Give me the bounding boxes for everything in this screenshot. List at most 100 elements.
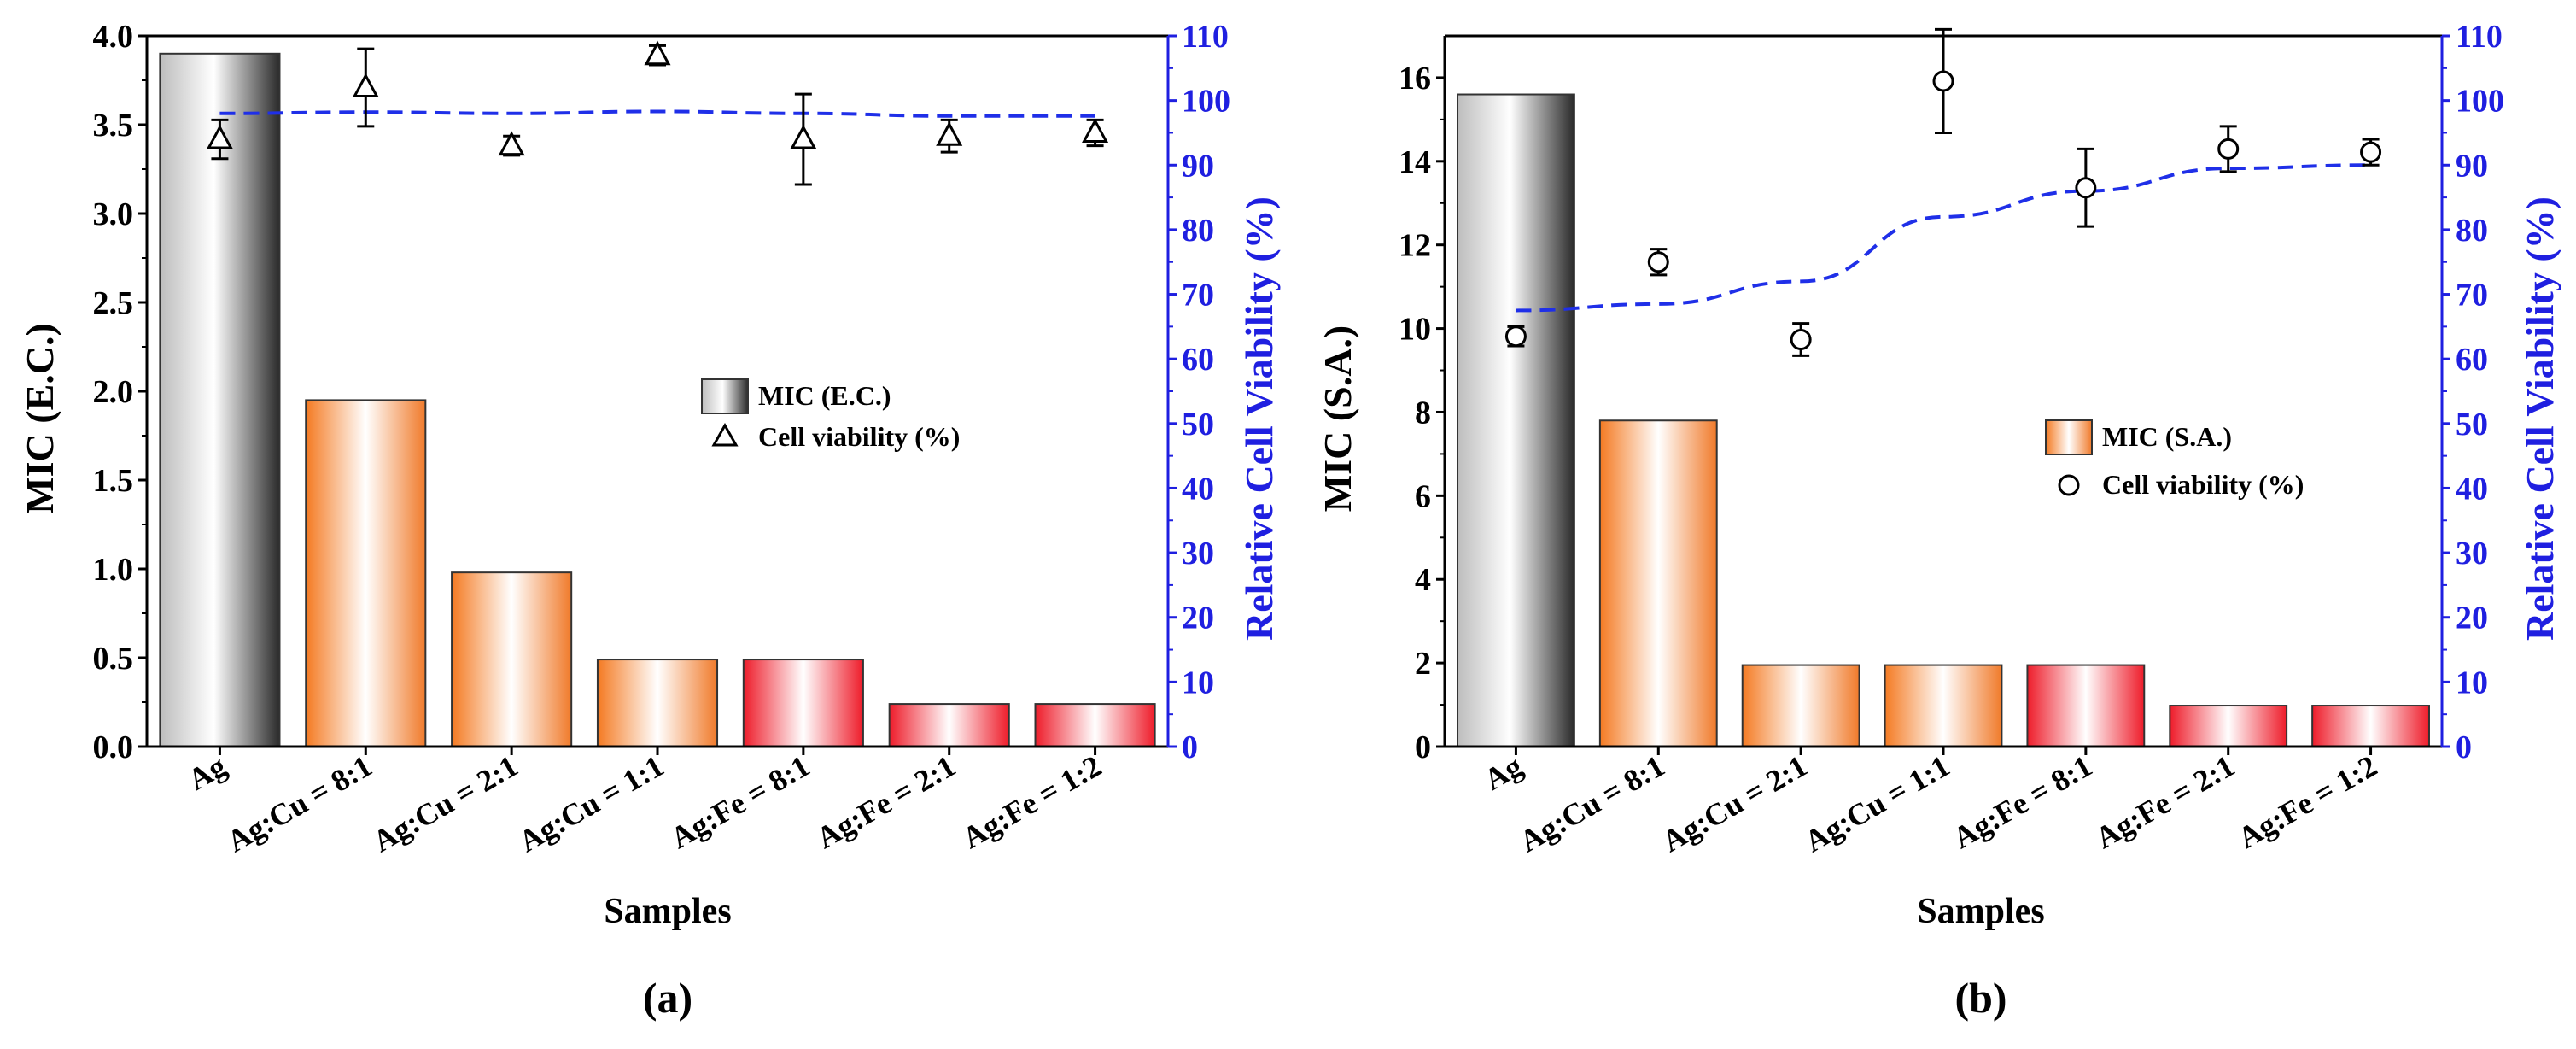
y2-axis-title-a: Relative Cell Viability (%) [1237, 196, 1281, 641]
y2-tick-label-a-11: 110 [1182, 19, 1229, 55]
y-tick-label-b-2: 4 [1415, 562, 1431, 598]
y2-tick-label-b-10: 100 [2456, 84, 2504, 120]
x-tick-label-a-5: Ag:Fe = 2:1 [810, 748, 961, 855]
x-tick-label-b-3: Ag:Cu = 1:1 [1799, 748, 1955, 859]
y-tick-label-a-3: 1.5 [93, 463, 134, 499]
bar-b-4 [2026, 664, 2146, 747]
y-tick-label-b-4: 8 [1415, 395, 1431, 431]
bar-a-1 [305, 399, 427, 747]
viability-point-b-4 [2075, 177, 2097, 199]
viability-markers-a [206, 40, 1109, 186]
y2-tick-label-a-1: 10 [1182, 665, 1214, 700]
y2-tick-label-a-8: 80 [1182, 213, 1214, 249]
legend-label-marker-b: Cell viability (%) [2102, 469, 2304, 500]
y2-tick-label-a-4: 40 [1182, 471, 1214, 507]
viability-point-b-2 [1790, 328, 1812, 350]
viability-point-a-3 [644, 40, 671, 66]
bar-b-6 [2311, 705, 2430, 748]
y2-tick-label-a-9: 90 [1182, 148, 1214, 184]
y2-ticks-a: 0 10 20 30 40 50 60 70 80 90 100 110 [1168, 19, 1230, 765]
trend-line-b [1516, 163, 2371, 313]
bar-a-3 [596, 659, 719, 748]
y-tick-label-a-1: 0.5 [93, 641, 134, 677]
y2-tick-label-b-4: 40 [2456, 471, 2488, 507]
y2-tick-label-a-5: 50 [1182, 407, 1214, 442]
y2-tick-label-a-3: 30 [1182, 536, 1214, 571]
bar-b-3 [1884, 664, 2003, 747]
y2-tick-label-b-8: 80 [2456, 213, 2488, 249]
y-tick-label-b-5: 10 [1399, 312, 1431, 348]
legend-marker-circle-icon [2058, 474, 2080, 496]
trend-path-a [219, 109, 1095, 118]
y-tick-label-b-1: 2 [1415, 646, 1431, 682]
x-tick-label-a-4: Ag:Fe = 8:1 [665, 748, 815, 855]
y-axis-title-b: MIC (S.A.) [1316, 325, 1359, 512]
y2-tick-label-b-7: 70 [2456, 278, 2488, 314]
panel-label-b: (b) [1954, 974, 2006, 1022]
x-tick-label-a-3: Ag:Cu = 1:1 [513, 748, 669, 859]
bar-a-4 [742, 659, 864, 748]
panel-label-a: (a) [643, 974, 692, 1022]
x-axis-title-a: Samples [604, 892, 731, 931]
x-tick-label-b-1: Ag:Cu = 8:1 [1514, 748, 1670, 859]
y-tick-label-a-8: 4.0 [93, 19, 134, 55]
y-axis-title-a: MIC (E.C.) [18, 323, 61, 514]
y2-tick-label-b-9: 90 [2456, 148, 2488, 184]
viability-point-a-5 [936, 121, 963, 146]
y2-ticks-b: 0 10 20 30 40 50 60 70 80 90 100 110 [2442, 19, 2504, 765]
x-axis-title-b: Samples [1917, 892, 2044, 931]
legend-swatch-bar-a [701, 378, 749, 414]
legend-a: MIC (E.C.) Cell viability (%) [701, 378, 960, 452]
x-tick-label-a-6: Ag:Fe = 1:2 [956, 748, 1107, 855]
x-tick-label-a-2: Ag:Cu = 2:1 [367, 748, 523, 859]
y-tick-label-a-0: 0.0 [93, 730, 134, 765]
legend-label-bar-b: MIC (S.A.) [2102, 421, 2232, 452]
y-tick-label-b-0: 0 [1415, 730, 1431, 765]
bars-a [159, 52, 1156, 748]
x-tick-label-a-1: Ag:Cu = 8:1 [221, 748, 377, 859]
viability-point-a-6 [1082, 118, 1109, 143]
y2-axis-title-b: Relative Cell Viability (%) [2518, 196, 2561, 641]
bar-b-2 [1741, 664, 1860, 747]
axes-a [145, 34, 1170, 748]
x-tick-label-b-4: Ag:Fe = 8:1 [1948, 748, 2098, 855]
y2-tick-label-a-2: 20 [1182, 601, 1214, 636]
viability-point-b-1 [1647, 251, 1669, 273]
bar-b-1 [1598, 419, 1718, 747]
viability-point-b-5 [2217, 138, 2240, 160]
y-ticks-a: 0.0 0.5 1.0 1.5 2.0 2.5 3.0 3.5 4.0 [93, 19, 147, 765]
y-tick-label-b-3: 6 [1415, 478, 1431, 514]
y-ticks-b: 0 2 4 6 8 10 12 14 16 [1399, 61, 1445, 765]
bar-a-6 [1034, 703, 1156, 748]
trend-path-b [1516, 163, 2371, 313]
y2-tick-label-a-7: 70 [1182, 278, 1214, 314]
y2-tick-label-b-5: 50 [2456, 407, 2488, 442]
legend-label-marker-a: Cell viability (%) [758, 421, 960, 452]
trend-line-a [219, 109, 1095, 118]
viability-point-a-1 [352, 73, 379, 98]
y-tick-label-a-5: 2.5 [93, 285, 134, 321]
y2-tick-label-b-0: 0 [2456, 730, 2472, 765]
bar-b-5 [2169, 705, 2288, 748]
legend-swatch-bar-b [2045, 419, 2093, 455]
y2-tick-label-b-1: 10 [2456, 665, 2488, 700]
y-tick-label-b-8: 16 [1399, 61, 1431, 97]
y2-tick-label-b-3: 30 [2456, 536, 2488, 571]
viability-markers-b [1504, 27, 2382, 357]
x-tick-label-b-6: Ag:Fe = 1:2 [2232, 748, 2382, 855]
y-tick-label-a-2: 1.0 [93, 552, 134, 588]
bar-a-2 [451, 571, 573, 747]
legend-marker-triangle-icon [711, 422, 739, 447]
y-tick-label-b-6: 12 [1399, 228, 1431, 264]
y-tick-label-b-7: 14 [1399, 144, 1431, 180]
viability-point-b-0 [1504, 325, 1527, 348]
viability-point-a-0 [206, 124, 233, 149]
bar-a-0 [159, 52, 281, 748]
x-tick-label-b-2: Ag:Cu = 2:1 [1656, 748, 1813, 859]
x-tick-label-b-0: Ag [1478, 748, 1527, 797]
viability-point-a-2 [498, 131, 525, 156]
